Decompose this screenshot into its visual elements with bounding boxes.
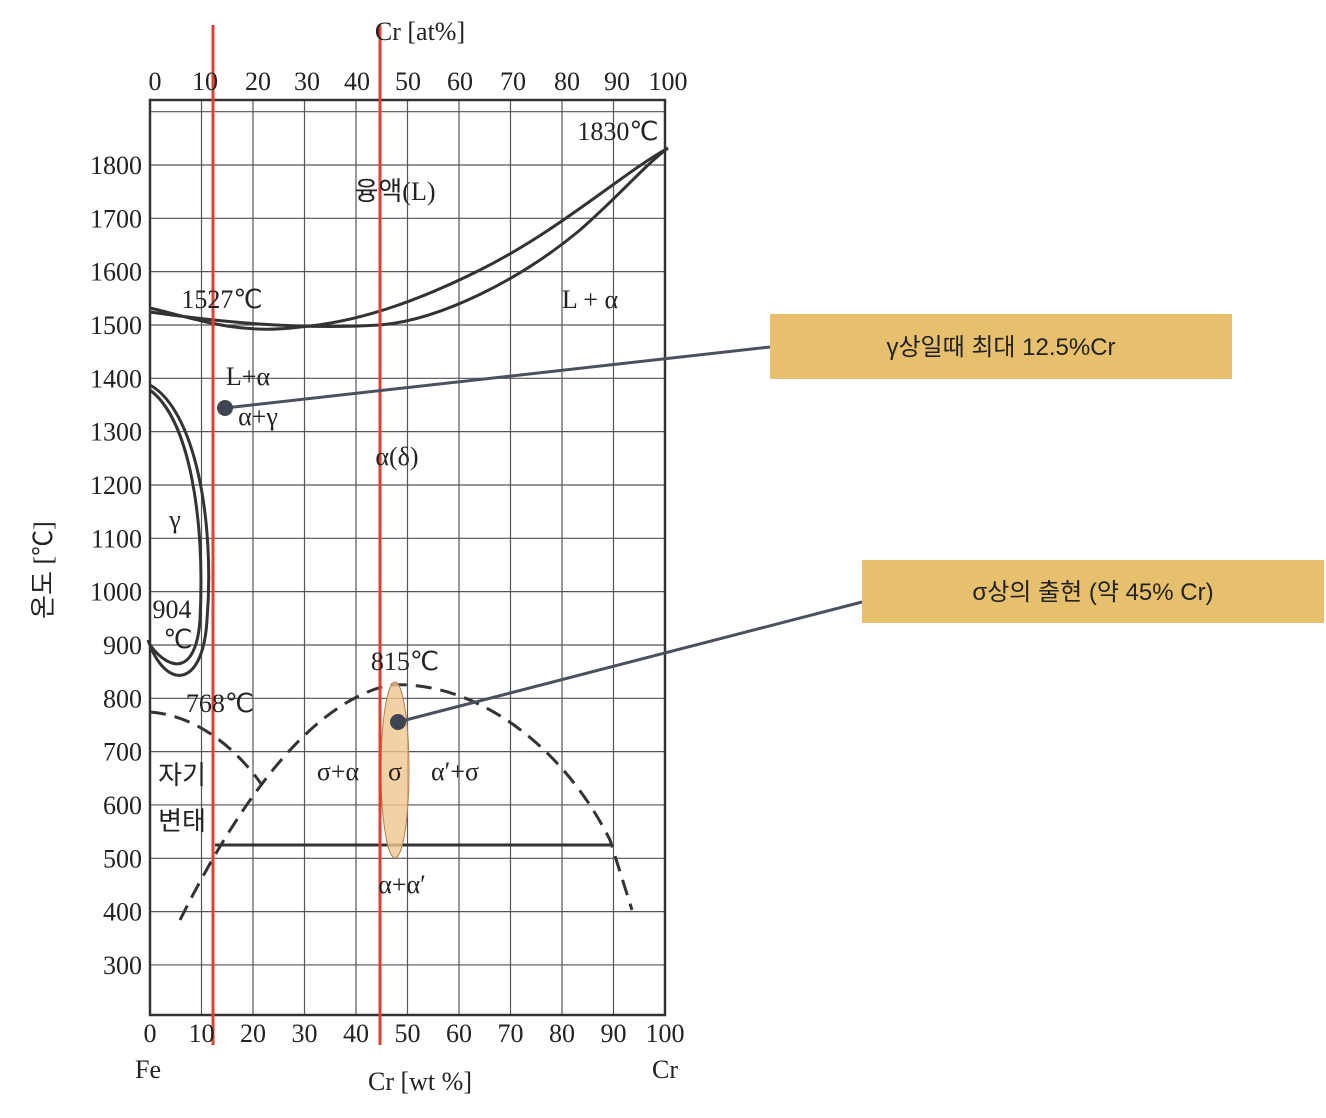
top-tick-label: 90: [604, 67, 630, 96]
top-tick-label: 10: [192, 67, 218, 96]
region-label: L+α: [226, 362, 271, 391]
top-tick-label: 100: [649, 67, 688, 96]
x-tick-label: 60: [446, 1019, 472, 1048]
y-tick-label: 1400: [90, 364, 142, 393]
y-tick-label: 1800: [90, 151, 142, 180]
top-tick-label: 70: [500, 67, 526, 96]
axis-end: Fe: [135, 1055, 161, 1084]
x-tick-label: 0: [144, 1019, 157, 1048]
x-tick-label: 100: [646, 1019, 685, 1048]
plot-frame: [148, 98, 667, 1017]
magnetic-line: [149, 710, 264, 786]
connector: [224, 345, 771, 410]
liquidus: [149, 146, 669, 331]
callout: γ상일때 최대 12.5%Cr: [886, 334, 1115, 361]
bottom-axis-label: Cr [wt %]: [368, 1067, 472, 1096]
y-tick-label: 400: [103, 898, 142, 927]
y-tick-label: 600: [103, 791, 142, 820]
region-label: σ+α: [317, 757, 360, 786]
x-tick-label: 30: [292, 1019, 318, 1048]
y-tick-label: 1600: [90, 258, 142, 287]
x-tick-label: 40: [343, 1019, 369, 1048]
x-tick-label: 50: [395, 1019, 421, 1048]
dot: [217, 400, 233, 416]
dot: [390, 714, 406, 730]
top-axis-label: Cr [at%]: [375, 17, 465, 46]
y-tick-label: 1000: [90, 578, 142, 607]
solidus: [149, 146, 669, 329]
region-label: 768℃: [186, 689, 254, 718]
connector: [397, 600, 863, 724]
region-label: L + α: [562, 285, 619, 314]
y-tick-label: 900: [103, 631, 142, 660]
region-label: σ: [388, 757, 402, 786]
y-tick-label: 500: [103, 844, 142, 873]
gamma-loop: [146, 383, 211, 677]
x-tick-label: 20: [240, 1019, 266, 1048]
region-labels: 융액(L) L + α 1830℃ 1527℃ L+α α+γ α(δ) γ 904℃ 815℃ 7…: [153, 117, 659, 899]
y-tick-label: 1200: [90, 471, 142, 500]
region-label: 자기: [158, 761, 206, 790]
region-label: 융액(L): [354, 177, 435, 206]
top-tick-label: 50: [395, 67, 421, 96]
x-tick-label: 70: [498, 1019, 524, 1048]
callout: σ상의 출현 (약 45% Cr): [972, 579, 1213, 606]
region-label: 1830℃: [577, 117, 658, 146]
top-tick-label: 30: [294, 67, 320, 96]
region-label: ℃: [163, 625, 192, 654]
miscibility-gap: [178, 683, 634, 921]
y-tick-label: 1500: [90, 311, 142, 340]
y-tick-label: 1300: [90, 418, 142, 447]
gamma-loop-inner: [148, 388, 203, 666]
callout-box: [770, 314, 1232, 379]
region-label: α(δ): [375, 442, 418, 471]
y-tick-label: 300: [103, 951, 142, 980]
top-tick-label: 60: [447, 67, 473, 96]
region-label: 904: [153, 595, 192, 624]
y-tick-label: 1700: [90, 204, 142, 233]
region-label: 1527℃: [181, 285, 262, 314]
region-label: γ: [168, 505, 181, 534]
top-tick-label: 40: [344, 67, 370, 96]
callout-box: [862, 560, 1324, 623]
region-label: α+γ: [238, 402, 278, 431]
x-tick-label: 10: [189, 1019, 215, 1048]
left-axis-label: 온도 [℃]: [29, 521, 58, 619]
region-label: α′+σ: [431, 757, 479, 786]
y-tick-label: 800: [103, 684, 142, 713]
x-tick-label: 80: [549, 1019, 575, 1048]
region-label: 815℃: [371, 647, 439, 676]
top-tick-label: 0: [149, 67, 162, 96]
top-tick-label: 20: [245, 67, 271, 96]
x-tick-label: 90: [601, 1019, 627, 1048]
axis-end: Cr: [652, 1055, 678, 1084]
y-tick-label: 700: [103, 738, 142, 767]
region-label: 변태: [158, 807, 206, 836]
y-tick-label: 1100: [91, 524, 142, 553]
top-tick-label: 80: [554, 67, 580, 96]
region-label: α+α′: [378, 870, 426, 899]
